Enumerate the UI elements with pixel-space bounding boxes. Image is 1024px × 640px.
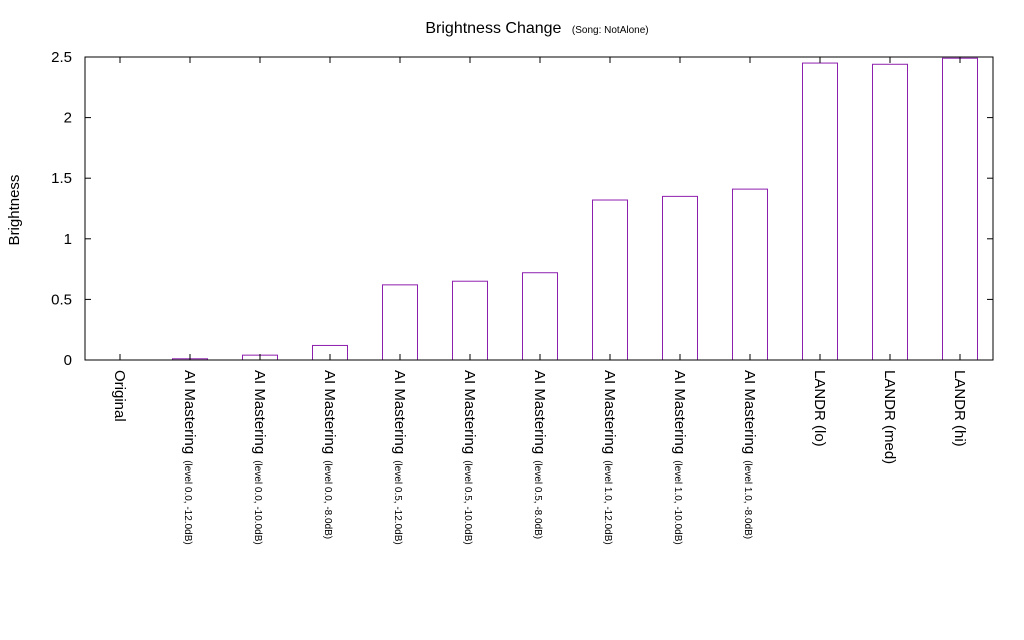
x-tick-label: AI Mastering (level 0.5, -12.0dB): [391, 370, 408, 545]
y-tick-label: 2: [64, 110, 72, 127]
x-tick-label-main: AI Mastering: [601, 370, 618, 454]
x-tick-label-sub: (level 0.5, -10.0dB): [462, 460, 473, 545]
x-tick-label-main: Original: [111, 370, 128, 422]
x-tick-label: AI Mastering (level 1.0, -10.0dB): [671, 370, 688, 545]
x-tick-label-main: AI Mastering: [531, 370, 548, 454]
x-tick-label: LANDR (lo): [811, 370, 828, 447]
bar: [452, 280, 488, 361]
x-tick-label: LANDR (hi): [951, 370, 968, 447]
x-tick-label: AI Mastering (level 1.0, -12.0dB): [601, 370, 618, 545]
bar: [522, 272, 558, 361]
bar: [802, 62, 838, 361]
bar: [732, 188, 768, 361]
ticks-layer: [85, 56, 993, 361]
x-tick-label: AI Mastering (level 0.0, -12.0dB): [181, 370, 198, 545]
y-tick-labels: 0 0.5 1 1.5 2 2.5: [51, 49, 72, 369]
x-tick-labels: Original AI Mastering (level 0.0, -12.0dB)…: [111, 370, 968, 545]
x-tick-label-sub: (level 0.0, -12.0dB): [182, 460, 193, 545]
y-tick-label: 1.5: [51, 170, 72, 187]
x-tick-label: AI Mastering (level 0.0, -8.0dB): [321, 370, 338, 539]
x-tick-label-sub: (level 1.0, -8.0dB): [742, 460, 753, 539]
x-tick-label-main: AI Mastering: [391, 370, 408, 454]
x-tick-label-main: AI Mastering: [671, 370, 688, 454]
x-tick-label: AI Mastering (level 0.0, -10.0dB): [251, 370, 268, 545]
y-axis-label: Brightness: [6, 175, 23, 246]
x-tick-label-sub: (level 0.0, -8.0dB): [322, 460, 333, 539]
y-tick-label: 0: [64, 352, 72, 369]
x-tick-label: LANDR (med): [881, 370, 898, 464]
y-tick-label: 0.5: [51, 291, 72, 308]
x-tick-label: AI Mastering (level 0.5, -10.0dB): [461, 370, 478, 545]
bar: [942, 57, 978, 361]
bar: [872, 63, 908, 361]
x-tick-label-main: AI Mastering: [321, 370, 338, 454]
x-tick-label-main: AI Mastering: [251, 370, 268, 454]
x-tick-label: AI Mastering (level 1.0, -8.0dB): [741, 370, 758, 539]
y-tick-label: 1: [64, 231, 72, 248]
x-tick-label-main: AI Mastering: [181, 370, 198, 454]
chart-title: Brightness Change (Song: NotAlone): [425, 20, 648, 37]
x-tick-label-main: AI Mastering: [741, 370, 758, 454]
x-tick-label-sub: (level 1.0, -10.0dB): [672, 460, 683, 545]
x-tick-label-main: LANDR (hi): [951, 370, 968, 447]
y-tick-label: 2.5: [51, 49, 72, 66]
bars-layer: [172, 57, 978, 361]
bar: [382, 284, 418, 361]
x-tick-label-sub: (level 0.5, -12.0dB): [392, 460, 403, 545]
x-tick-label-sub: (level 0.5, -8.0dB): [532, 460, 543, 539]
bar: [592, 199, 628, 361]
plot-frame: [84, 56, 994, 361]
x-tick-label: AI Mastering (level 0.5, -8.0dB): [531, 370, 548, 539]
x-tick-label-sub: (level 0.0, -10.0dB): [252, 460, 263, 545]
x-tick-label: Original: [111, 370, 128, 422]
x-tick-label-main: AI Mastering: [461, 370, 478, 454]
bar: [662, 195, 698, 361]
x-tick-label-main: LANDR (lo): [811, 370, 828, 447]
x-tick-label-sub: (level 1.0, -12.0dB): [602, 460, 613, 545]
x-tick-label-main: LANDR (med): [881, 370, 898, 464]
